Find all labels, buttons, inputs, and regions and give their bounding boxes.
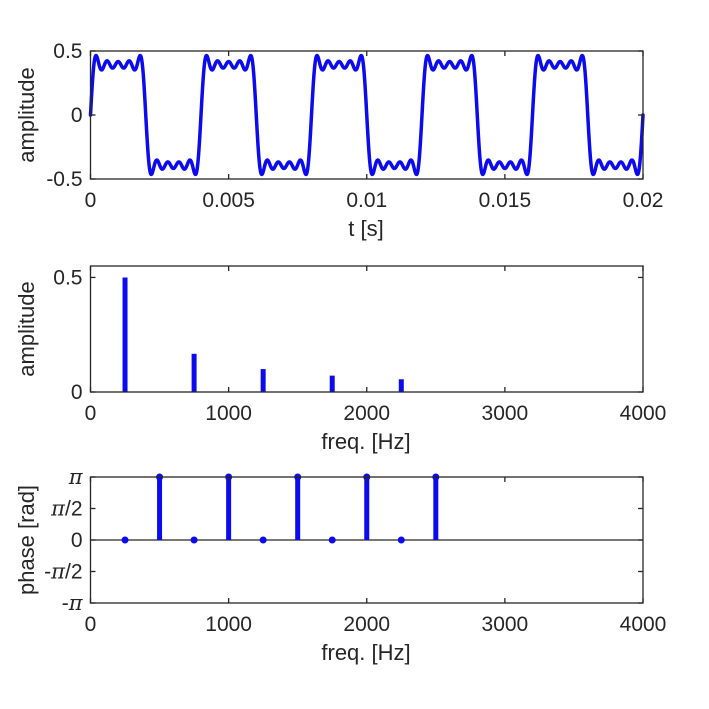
- amplitude-spectrum-xlabel: freq. [Hz]: [321, 429, 410, 454]
- y-tick-label: 0.5: [53, 266, 82, 289]
- subplot-2: 0 1000 2000 3000 4000 0.5 0: [53, 265, 667, 425]
- x-tick-label: 4000: [620, 613, 667, 636]
- x-tick-label: 1000: [205, 613, 252, 636]
- x-tick-label: 0.02: [623, 189, 664, 212]
- subplot-1: 0 0.005 0.01 0.015 0.020.50-0.5: [46, 40, 663, 212]
- time-plot-xlabel: t [s]: [348, 216, 383, 241]
- y-tick-label: π: [68, 465, 84, 489]
- y-tick-label: π/2: [50, 496, 82, 520]
- y-tick-label: 0: [71, 104, 83, 127]
- stem-marker: [328, 536, 336, 544]
- stem-marker: [121, 536, 129, 544]
- x-tick-label: 0.005: [202, 189, 255, 212]
- y-tick-label: -π/2: [44, 560, 82, 584]
- subplot-3: 0 1000 2000 3000 4000 π π/2 0 -π/2 -π: [44, 465, 666, 636]
- x-tick-label: 0.015: [479, 189, 532, 212]
- y-tick-label: -0.5: [46, 168, 82, 191]
- y-tick-label: -π: [62, 591, 84, 615]
- y-tick-label: 0.5: [53, 40, 82, 63]
- x-tick-label: 0: [85, 613, 97, 636]
- time-plot-ylabel: amplitude: [14, 67, 39, 162]
- y-tick-label: 0: [71, 529, 83, 552]
- stem-marker: [259, 536, 267, 544]
- x-tick-label: 1000: [205, 402, 252, 425]
- y-tick-label: 0: [71, 381, 83, 404]
- x-tick-label: 2000: [343, 402, 390, 425]
- x-tick-label: 0: [85, 402, 97, 425]
- x-tick-label: 0: [85, 189, 97, 212]
- amplitude-spectrum-ylabel: amplitude: [14, 281, 39, 376]
- stem-marker: [190, 536, 198, 544]
- x-tick-label: 2000: [343, 613, 390, 636]
- axes-frame: [89, 265, 644, 393]
- waveform-line: [88, 53, 645, 177]
- x-tick-label: 3000: [482, 613, 529, 636]
- phase-spectrum-xlabel: freq. [Hz]: [321, 640, 410, 665]
- x-tick-label: 3000: [482, 402, 529, 425]
- phase-spectrum-ylabel: phase [rad]: [14, 485, 39, 595]
- x-tick-label: 0.01: [346, 189, 387, 212]
- x-tick-label: 4000: [620, 402, 667, 425]
- plots-layer: 0 0.005 0.01 0.015 0.020.50-0.50 1000 2000 3000…: [44, 40, 666, 636]
- stem-marker: [397, 536, 405, 544]
